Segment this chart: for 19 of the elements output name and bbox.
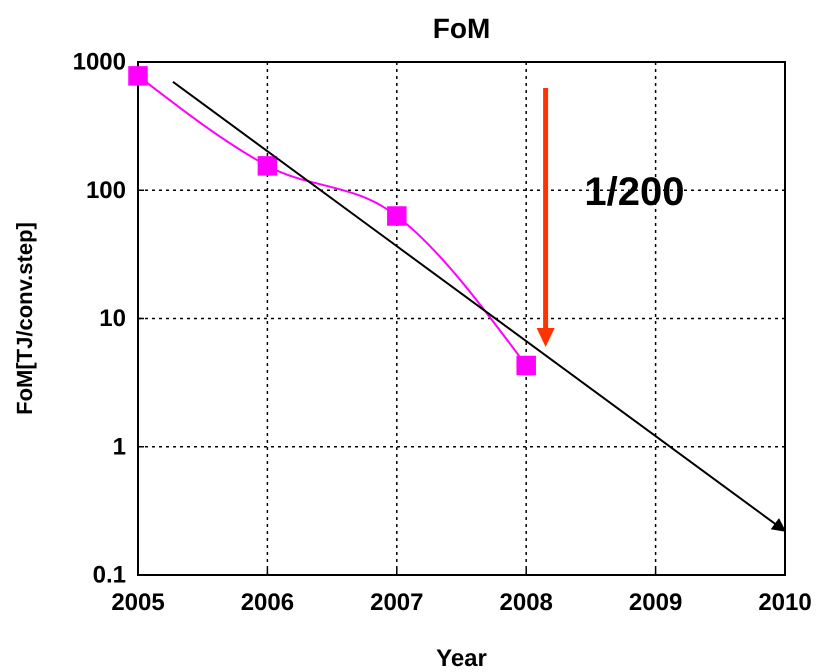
chart-title: FoM bbox=[432, 13, 490, 44]
x-tick-label: 2005 bbox=[111, 589, 165, 616]
y-tick-label: 0.1 bbox=[92, 562, 126, 589]
x-tick-label: 2009 bbox=[628, 589, 682, 616]
y-tick-label: 1000 bbox=[72, 48, 126, 76]
y-tick-label: 1 bbox=[112, 433, 126, 460]
point bbox=[387, 206, 407, 226]
x-tick-label: 2010 bbox=[758, 589, 812, 616]
point bbox=[128, 66, 148, 86]
point bbox=[258, 156, 278, 176]
y-tick-label: 100 bbox=[86, 176, 126, 204]
y-axis-title: FoM[TJ/conv.step] bbox=[12, 222, 37, 415]
y-tick-label: 10 bbox=[99, 305, 126, 332]
x-tick-label: 2006 bbox=[240, 589, 294, 616]
x-axis-title: Year bbox=[436, 645, 487, 672]
annotation: 1/200 bbox=[584, 170, 685, 214]
point bbox=[516, 356, 536, 376]
x-tick-label: 2007 bbox=[370, 589, 424, 616]
x-tick-label: 2008 bbox=[500, 589, 553, 616]
